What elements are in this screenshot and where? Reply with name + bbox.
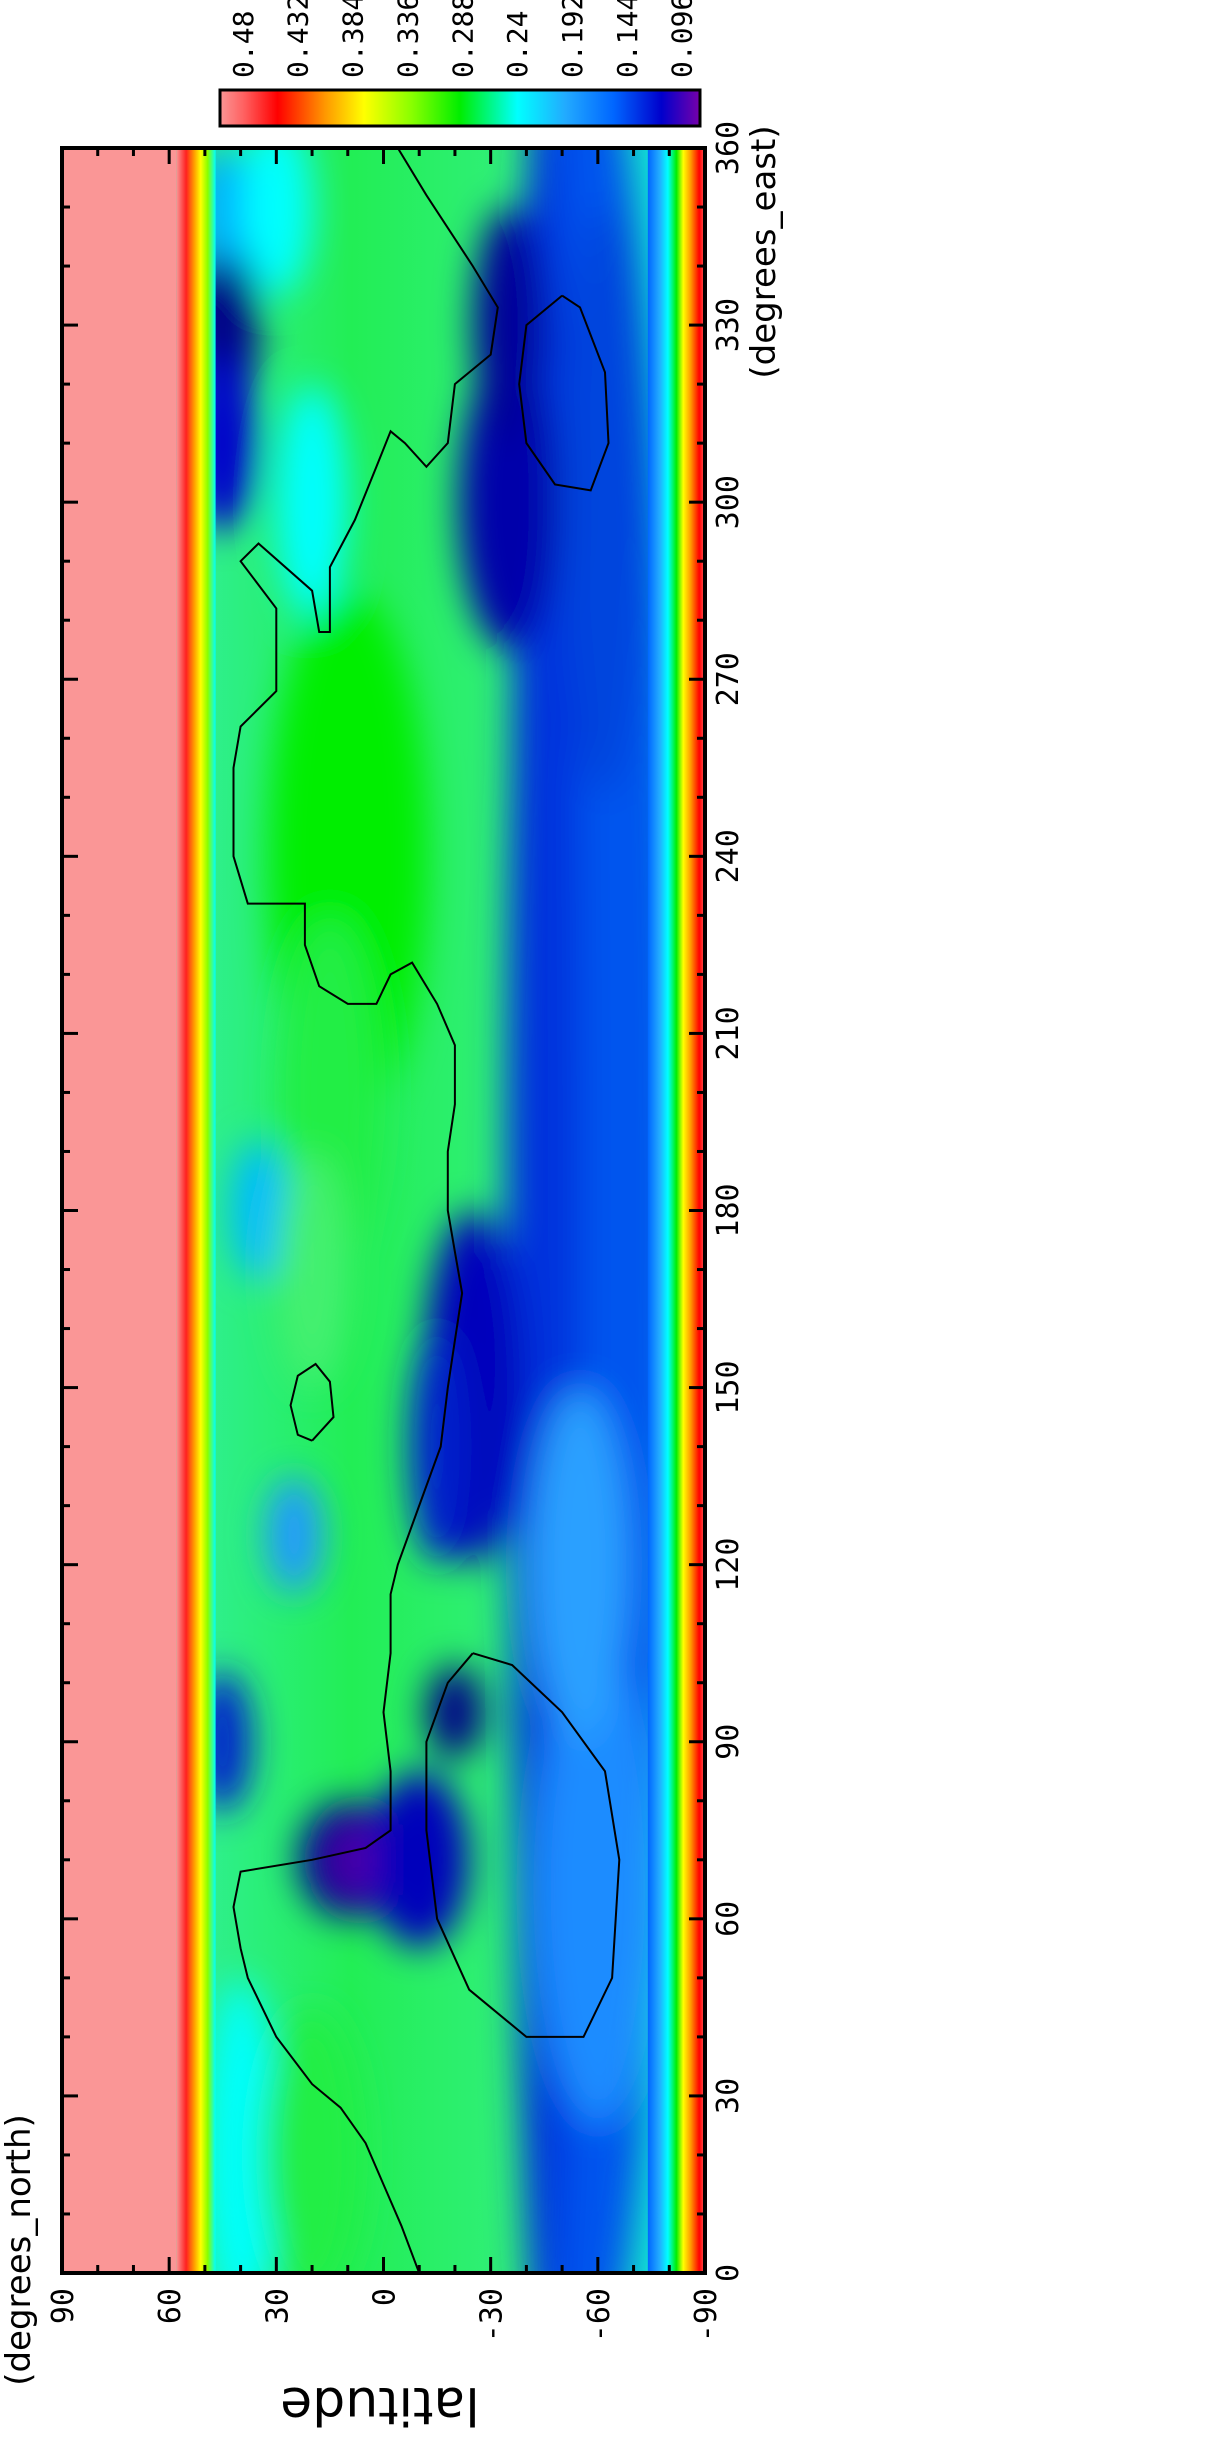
field-blob xyxy=(276,384,348,621)
lat-tick-label: -30 xyxy=(475,2288,510,2342)
colorbar-tick-label: 0.48 xyxy=(227,11,260,78)
field-blob xyxy=(276,1151,348,1388)
colorbar-tick-label: 0.336 xyxy=(391,0,424,78)
longitude-tick-labels: 0 30 60 90 120 150 180 210 240 270 300 330 360 xyxy=(711,121,746,2282)
plot-area xyxy=(62,148,705,2273)
axis-ticks xyxy=(60,146,707,2275)
lon-tick-label: 0 xyxy=(711,2264,746,2282)
colorbar-tick-label: 0.24 xyxy=(501,11,534,78)
colorbar: 0.096 0.144 0.192 0.24 0.288 0.336 0.384 0.432 0… xyxy=(218,0,702,128)
field-blob xyxy=(426,1665,484,1760)
lon-tick-label: 180 xyxy=(711,1183,746,1237)
field-blob xyxy=(408,1328,466,1565)
colorbar-tick-label: 0.288 xyxy=(446,0,479,78)
field-blob xyxy=(472,207,545,444)
y-axis-units: (degrees_east) xyxy=(744,125,784,378)
north-edge-band xyxy=(176,148,216,2273)
lon-tick-label: 360 xyxy=(711,121,746,175)
lon-tick-label: 300 xyxy=(711,475,746,529)
field-blob xyxy=(458,354,559,650)
lon-tick-label: 240 xyxy=(711,829,746,883)
field-blob xyxy=(265,1476,323,1595)
field-blob xyxy=(204,1977,277,2273)
colorbar-tick-label: 0.432 xyxy=(282,0,315,78)
lon-tick-label: 330 xyxy=(711,298,746,352)
contour-line xyxy=(289,1362,335,1442)
colorbar-tick-label: 0.192 xyxy=(556,0,589,78)
colorbar-tick-label: 0.144 xyxy=(611,0,644,78)
contour-line xyxy=(232,148,499,2273)
field-blob xyxy=(240,148,313,296)
x-axis-title: latitude xyxy=(280,2375,480,2435)
contour-line xyxy=(518,294,610,492)
field-blob xyxy=(262,2007,363,2273)
north-polar-cap xyxy=(62,148,177,2273)
lon-tick-label: 60 xyxy=(711,1901,746,1937)
lat-tick-label: 60 xyxy=(153,2288,188,2324)
lon-tick-label: 90 xyxy=(711,1724,746,1760)
colorbar-tick-label: 0.384 xyxy=(337,0,370,78)
lat-tick-label: 90 xyxy=(46,2288,81,2324)
field-blobs xyxy=(187,148,677,2273)
latitude-tick-labels: -90 -60 -30 0 30 60 90 xyxy=(46,2288,724,2342)
contour-lines xyxy=(232,148,621,2273)
colorbar-labels: 0.096 0.144 0.192 0.24 0.288 0.336 0.384 0.432 0… xyxy=(227,0,699,78)
lat-tick-label: 30 xyxy=(260,2288,295,2324)
lon-tick-label: 210 xyxy=(711,1006,746,1060)
lon-tick-label: 150 xyxy=(711,1360,746,1414)
lat-tick-label: -60 xyxy=(582,2288,617,2342)
field-blob xyxy=(529,1387,630,1742)
colorbar-gradient xyxy=(220,90,700,126)
lon-tick-label: 30 xyxy=(711,2078,746,2114)
colorbar-frame xyxy=(218,88,702,128)
x-axis-units: (degrees_north) xyxy=(0,2114,39,2386)
field-blob xyxy=(229,1139,288,1282)
field-blob xyxy=(533,1653,663,2126)
contour-line xyxy=(425,1652,621,2038)
lon-tick-label: 120 xyxy=(711,1538,746,1592)
lat-tick-label: 0 xyxy=(368,2288,403,2306)
field-blob xyxy=(562,207,648,798)
colorbar-tick-label: 0.096 xyxy=(666,0,699,78)
lon-tick-label: 270 xyxy=(711,652,746,706)
field-blob xyxy=(369,1771,470,1949)
lat-tick-label: -90 xyxy=(689,2288,724,2342)
